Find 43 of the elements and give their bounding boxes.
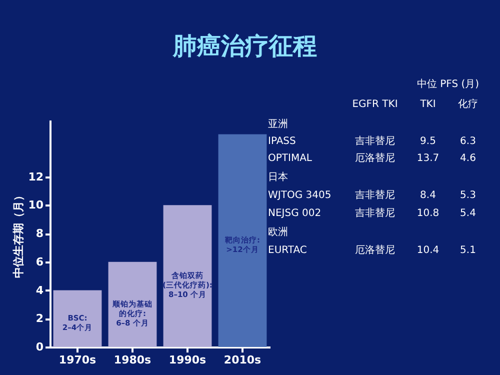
y-tick-label: 0 (36, 340, 44, 354)
text: 6.3 (460, 136, 476, 147)
text: 10.8 (416, 208, 440, 219)
y-tick-label: 8 (36, 227, 44, 240)
text: 厄洛替尼 (355, 152, 395, 164)
bar (218, 134, 267, 347)
text: 吉非替尼 (355, 189, 395, 201)
x-tick-label: 1980s (114, 354, 152, 366)
text: 化疗 (458, 98, 478, 110)
x-tick-label: 2010s (224, 354, 262, 366)
text: EGFR TKI (352, 99, 398, 110)
annotation: 亚洲 (268, 118, 288, 130)
bar (53, 290, 102, 347)
text: TKI (419, 99, 436, 110)
text: 中位 PFS (月) (416, 78, 480, 90)
annotation: EURTAC (268, 245, 307, 256)
annotation: WJTOG 3405 (268, 190, 332, 201)
y-axis-title: 中位生存期（月） (12, 190, 26, 278)
annotation: NEJSG 002 (268, 208, 322, 219)
text: 13.7 (416, 153, 440, 164)
annotation: IPASS (268, 136, 296, 147)
annotation: 欧洲 (268, 226, 288, 238)
text: 8.4 (420, 190, 436, 201)
annotation: OPTIMAL (268, 153, 312, 164)
x-tick-label: 1970s (58, 354, 97, 366)
text: 5.1 (460, 245, 476, 256)
chart-title: 肺癌治疗征程 (172, 32, 317, 60)
y-tick-label: 4 (36, 284, 44, 297)
text: 10.4 (416, 245, 440, 256)
y-tick-label: 2 (36, 312, 44, 326)
text: 吉非替尼 (355, 207, 395, 219)
y-tick-label: 10 (28, 198, 44, 212)
y-tick-label: 6 (36, 255, 44, 268)
bar (163, 205, 212, 347)
text: 吉非替尼 (355, 135, 395, 147)
x-tick-label: 1990s (168, 354, 207, 366)
text: 4.6 (460, 153, 476, 164)
text: 厄洛替尼 (355, 244, 395, 256)
text: 9.5 (420, 136, 436, 147)
annotation: 日本 (268, 171, 288, 183)
y-tick-label: 12 (28, 170, 44, 184)
text: 5.3 (460, 190, 476, 201)
text: 5.4 (460, 208, 476, 219)
